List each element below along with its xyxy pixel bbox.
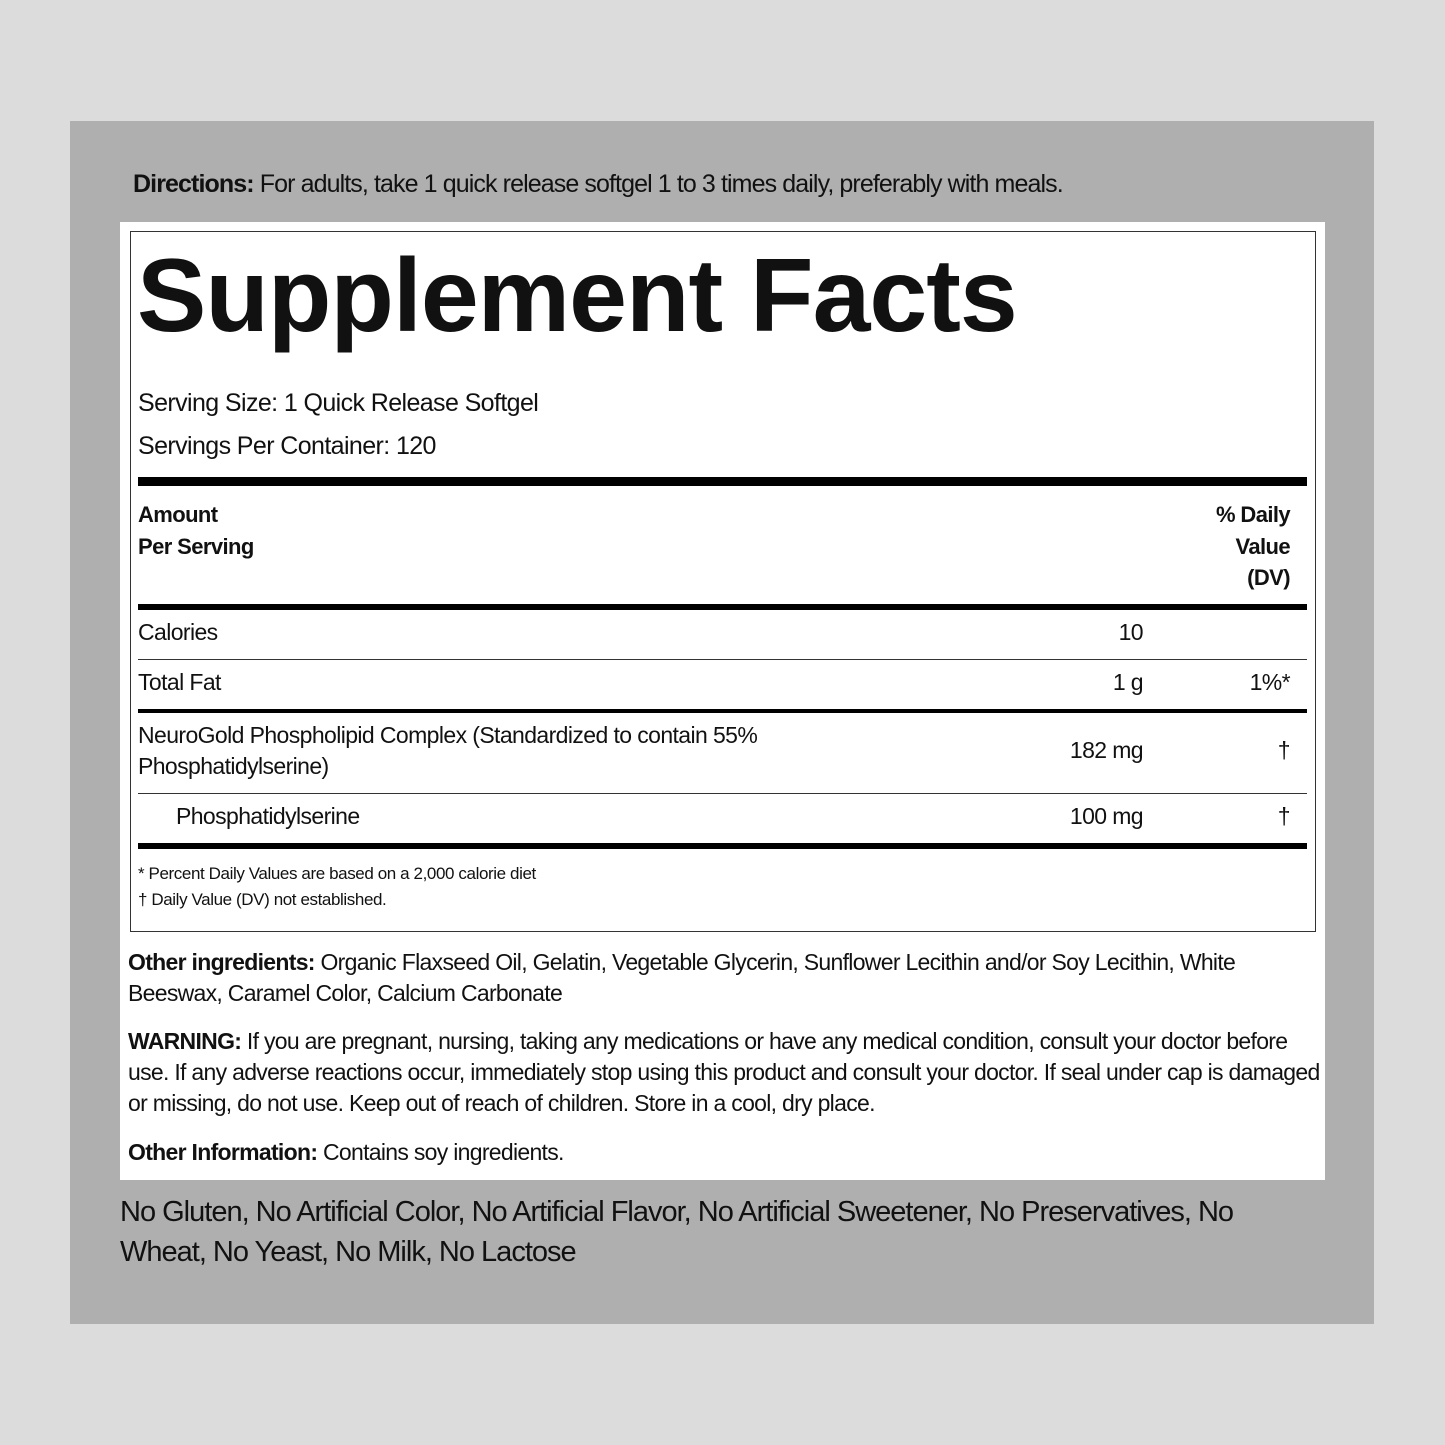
nutrient-name: Phosphatidylserine: [176, 803, 360, 829]
nutrient-name-line1: NeuroGold Phospholipid Complex (Standard…: [138, 722, 758, 748]
amount-header-1: Amount: [138, 502, 218, 527]
divider-medium: [138, 709, 1307, 713]
divider-medium: [138, 604, 1307, 610]
other-information: Other Information: Contains soy ingredie…: [128, 1137, 1328, 1168]
other-ingredients: Other ingredients: Organic Flaxseed Oil,…: [128, 947, 1328, 1009]
supplement-facts-box: [130, 231, 1316, 932]
facts-card: [120, 222, 1325, 1180]
divider-thin: [138, 793, 1307, 794]
footnote-dv-not-established: † Daily Value (DV) not established.: [138, 890, 387, 909]
divider-medium: [138, 843, 1307, 849]
dv-header-1: % Daily: [1215, 502, 1291, 527]
nutrient-dv: †: [1277, 737, 1291, 763]
other-information-text: Contains soy ingredients.: [322, 1139, 564, 1165]
warning: WARNING: If you are pregnant, nursing, t…: [128, 1026, 1328, 1119]
directions-label: Directions:: [133, 170, 255, 198]
nutrient-name-line2: Phosphatidylserine): [138, 753, 329, 779]
directions: Directions: For adults, take 1 quick rel…: [133, 170, 1064, 199]
dv-header-3: (DV): [1247, 565, 1290, 590]
nutrient-dv: 1%*: [1249, 669, 1291, 695]
facts-title: Supplement Facts: [137, 238, 1018, 354]
footnote-percent-dv: * Percent Daily Values are based on a 2,…: [138, 864, 536, 883]
nutrient-amount: 100 mg: [1069, 803, 1144, 829]
warning-label: WARNING:: [128, 1028, 242, 1054]
divider-thick: [138, 477, 1307, 486]
dv-header-2: Value: [1235, 534, 1291, 559]
nutrient-amount: 1 g: [1112, 669, 1144, 695]
nutrient-dv: †: [1277, 803, 1291, 829]
amount-header-2: Per Serving: [138, 534, 254, 559]
divider-thin: [138, 659, 1307, 660]
nutrient-amount: 182 mg: [1069, 737, 1144, 763]
warning-text: If you are pregnant, nursing, taking any…: [128, 1028, 1320, 1116]
nutrient-amount: 10: [1118, 619, 1144, 645]
other-ingredients-text: Organic Flaxseed Oil, Gelatin, Vegetable…: [128, 949, 1236, 1006]
nutrient-name: Total Fat: [138, 669, 221, 695]
other-ingredients-label: Other ingredients:: [128, 949, 315, 975]
directions-text: For adults, take 1 quick release softgel…: [259, 170, 1064, 198]
other-information-label: Other Information:: [128, 1139, 318, 1165]
free-from-claims: No Gluten, No Artificial Color, No Artif…: [120, 1196, 1234, 1268]
serving-size: Serving Size: 1 Quick Release Softgel: [138, 389, 539, 417]
nutrient-name: Calories: [138, 619, 218, 645]
servings-per-container: Servings Per Container: 120: [138, 432, 436, 460]
